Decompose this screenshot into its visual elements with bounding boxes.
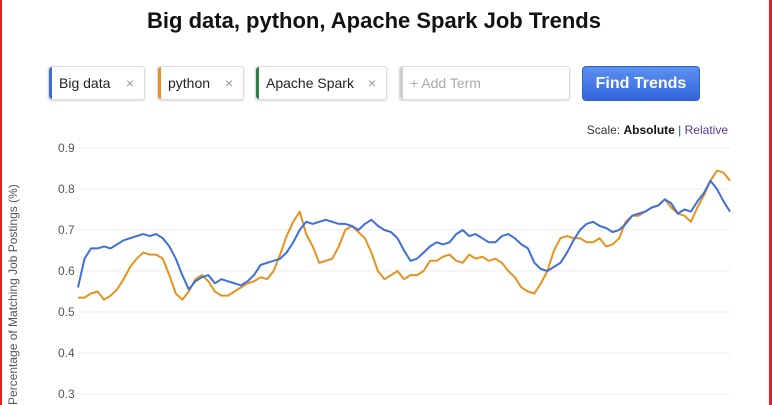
scale-relative-option[interactable]: Relative: [684, 123, 728, 137]
y-tick-label: 0.3: [58, 387, 75, 401]
frame-left-border: [0, 0, 2, 405]
find-trends-button[interactable]: Find Trends: [582, 66, 700, 101]
chart-grid: [78, 147, 730, 395]
chart-series: [77, 169, 731, 301]
y-axis-label: Percentage of Matching Job Postings (%): [6, 184, 20, 405]
remove-term-icon[interactable]: ×: [125, 75, 134, 91]
y-tick-label: 0.5: [58, 305, 75, 319]
term-color-bar: [49, 67, 52, 99]
frame-right-border: [769, 0, 772, 405]
series-line-big-data: [77, 179, 731, 291]
scale-absolute-option[interactable]: Absolute: [623, 123, 675, 137]
y-tick-label: 0.6: [58, 264, 75, 278]
term-label: python: [168, 75, 211, 91]
add-term-placeholder: + Add Term: [410, 75, 481, 91]
term-chip-big-data[interactable]: Big data ×: [48, 66, 145, 100]
y-tick-labels: 0.9 0.8 0.7 0.6 0.5 0.4 0.3: [58, 141, 75, 401]
term-label: Apache Spark: [266, 75, 354, 91]
scale-selector: Scale: Absolute | Relative: [587, 123, 728, 137]
term-color-bar: [256, 67, 259, 99]
y-tick-label: 0.9: [58, 141, 75, 155]
series-line-python: [78, 169, 731, 301]
y-tick-label: 0.4: [58, 346, 75, 360]
y-tick-label: 0.7: [58, 223, 75, 237]
term-chip-apache-spark[interactable]: Apache Spark ×: [255, 66, 387, 100]
term-color-bar: [158, 67, 161, 99]
term-label: Big data: [59, 75, 111, 91]
scale-label: Scale:: [586, 123, 621, 137]
page-title: Big data, python, Apache Spark Job Trend…: [147, 8, 601, 33]
scale-separator: |: [678, 123, 682, 137]
add-term-input[interactable]: + Add Term: [399, 66, 570, 100]
y-tick-label: 0.8: [58, 182, 75, 196]
remove-term-icon[interactable]: ×: [367, 75, 376, 91]
remove-term-icon[interactable]: ×: [224, 75, 233, 91]
term-color-bar: [400, 67, 403, 99]
term-chip-python[interactable]: python ×: [157, 66, 244, 100]
